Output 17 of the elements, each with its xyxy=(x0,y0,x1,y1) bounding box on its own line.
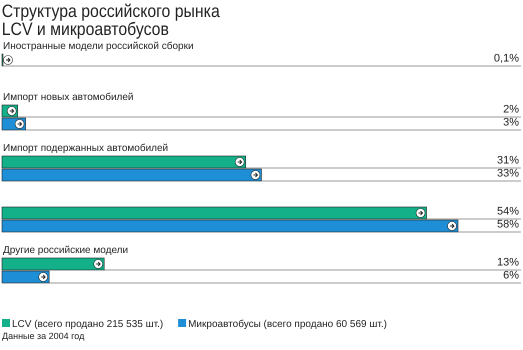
data-label: 2% xyxy=(503,104,520,116)
chart-title: Структура российского рынка LCV и микроавтобусов xyxy=(2,1,220,40)
data-label: 54% xyxy=(496,206,520,218)
y-tick-label: Импорт новых автомобилей xyxy=(3,92,134,103)
y-tick-label: Импорт подержанных автомобилей xyxy=(3,143,168,154)
data-label: 0,1% xyxy=(494,52,520,64)
text: Данные за 2004 год xyxy=(2,331,86,341)
legend-label: LCV (всего продано 215 535 шт.) xyxy=(12,319,164,330)
y-tick-label: Иностранные модели российской сборки xyxy=(3,41,194,52)
data-label: 13% xyxy=(496,256,520,268)
legend-label: Микроавтобусы (всего продано 60 569 шт.) xyxy=(188,319,387,330)
y-tick-label: Другие российские модели xyxy=(3,245,128,256)
data-label: 58% xyxy=(496,218,520,230)
data-label: 3% xyxy=(503,116,520,128)
data-label: 33% xyxy=(496,168,520,180)
data-label: 6% xyxy=(503,270,520,282)
data-label: 31% xyxy=(496,154,520,166)
